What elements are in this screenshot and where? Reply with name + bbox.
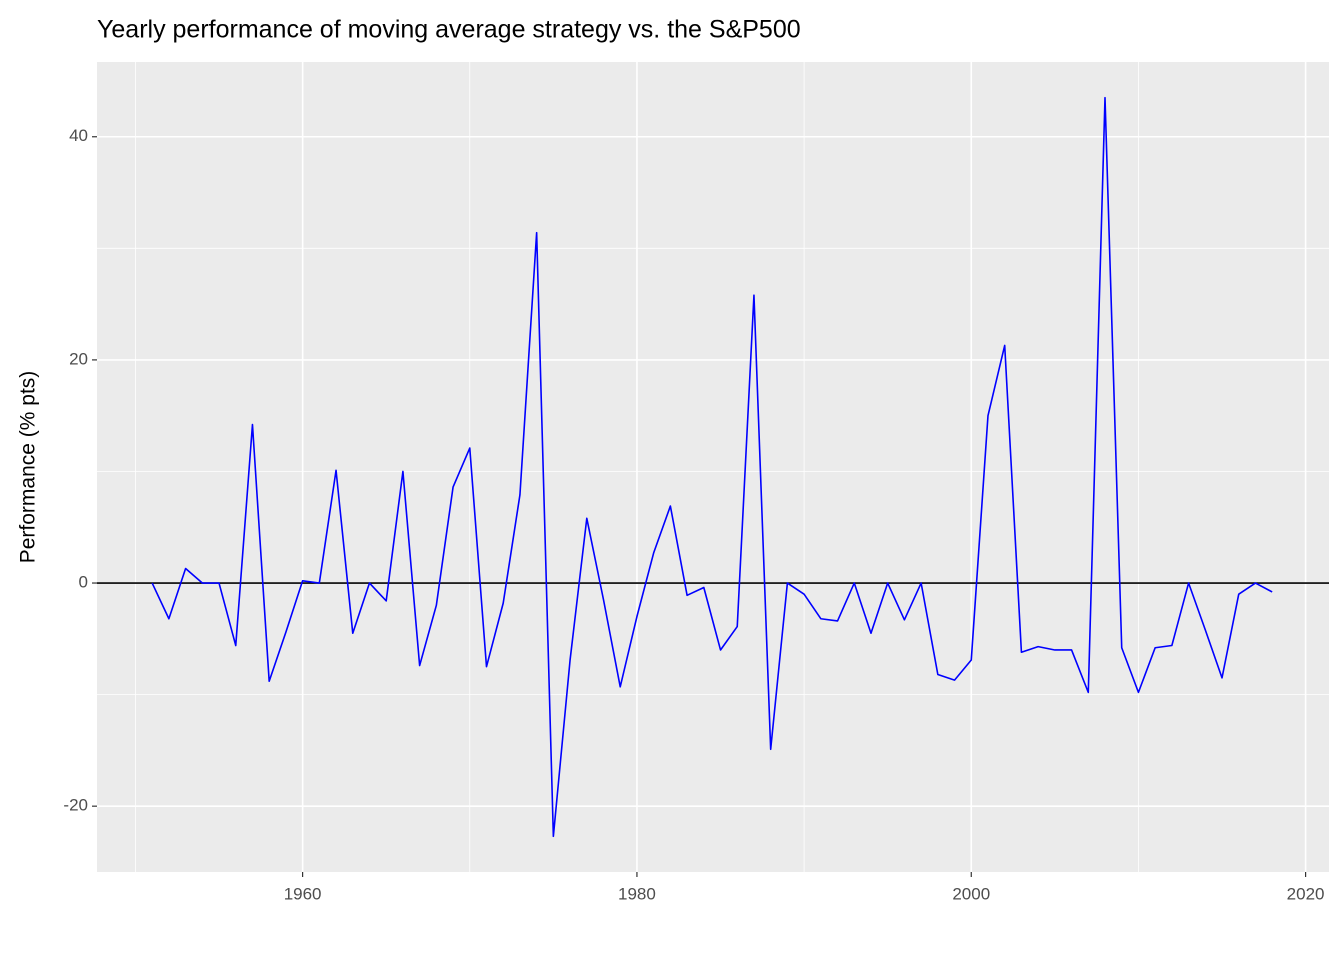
y-tick-label: 0 — [79, 573, 88, 592]
data-line — [151, 96, 1273, 838]
x-tick-label: 2000 — [952, 884, 990, 903]
x-tick-label: 1980 — [618, 884, 656, 903]
plot-panel — [97, 62, 1329, 872]
y-tick-label: 20 — [69, 349, 88, 368]
y-axis-label: Performance (% pts) — [17, 371, 40, 564]
x-tick-label: 2020 — [1287, 884, 1325, 903]
y-tick-label: 40 — [69, 126, 88, 145]
x-tick-label: 1960 — [284, 884, 322, 903]
y-tick-label: -20 — [63, 796, 88, 815]
chart-title: Yearly performance of moving average str… — [97, 16, 801, 44]
